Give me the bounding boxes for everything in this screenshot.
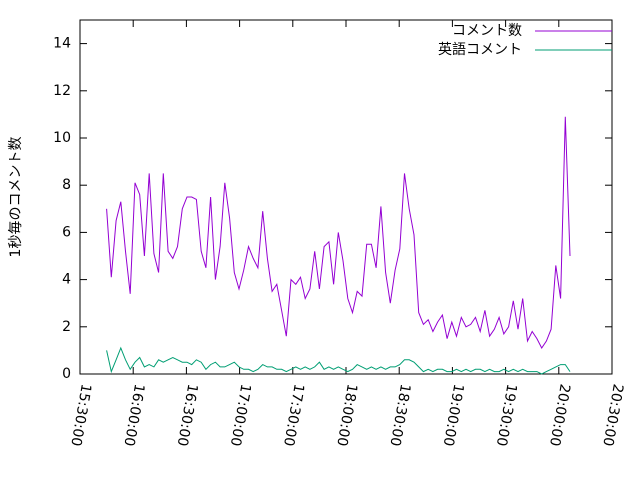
x-tick-label: 17:00:00: [227, 383, 254, 448]
y-tick-label: 6: [62, 224, 71, 240]
series-line: [106, 346, 571, 375]
x-tick-label: 17:30:00: [280, 383, 307, 448]
y-tick-label: 8: [62, 177, 71, 193]
legend-label: 英語コメント: [438, 41, 522, 58]
plot-border: [79, 19, 613, 375]
y-tick-label: 2: [62, 319, 71, 335]
x-tick-label: 18:30:00: [386, 383, 413, 448]
series-line: [106, 116, 571, 349]
x-tick-label: 20:30:00: [599, 383, 626, 448]
y-tick-label: 4: [62, 272, 71, 288]
x-tick-label: 20:00:00: [546, 383, 573, 448]
y-tick-label: 12: [53, 83, 71, 99]
x-tick-label: 16:30:00: [174, 383, 201, 448]
x-tick-label: 19:30:00: [493, 383, 520, 448]
y-tick-label: 0: [62, 366, 71, 382]
legend-label: コメント数: [452, 23, 522, 39]
x-tick-label: 19:00:00: [440, 383, 467, 448]
y-axis-label: 1秒毎のコメント数: [8, 137, 24, 258]
y-tick-label: 10: [53, 130, 71, 146]
x-tick-label: 18:00:00: [333, 383, 360, 448]
y-tick-label: 14: [53, 36, 71, 52]
x-tick-label: 16:00:00: [120, 383, 147, 448]
x-tick-label: 15:30:00: [67, 383, 94, 448]
